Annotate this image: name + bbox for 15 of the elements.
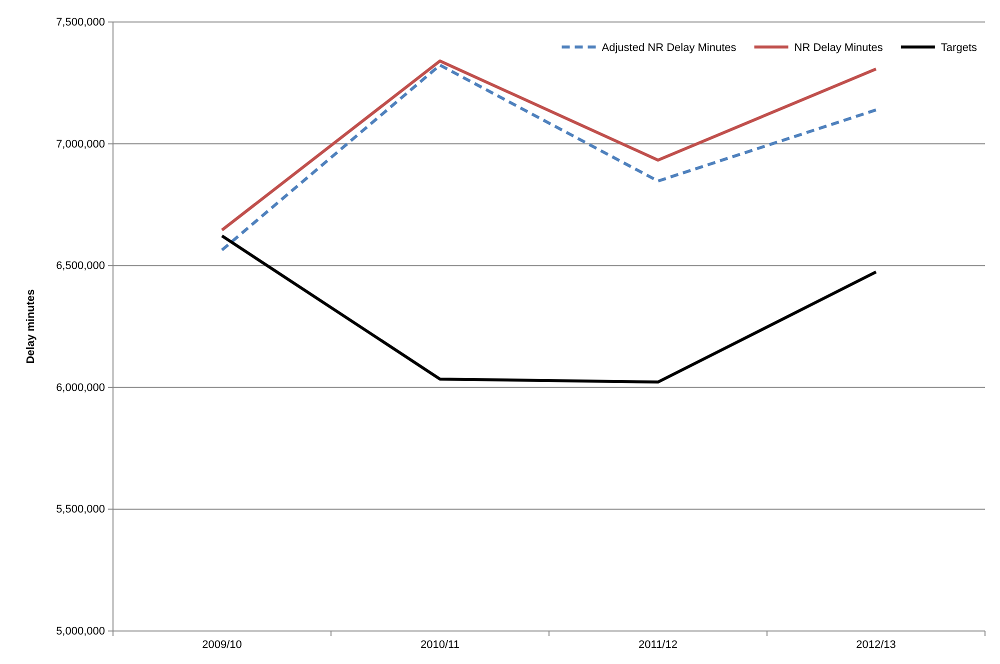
y-tick-label: 7,500,000: [56, 16, 105, 29]
x-tick-label: 2011/12: [638, 638, 678, 651]
y-tick-label: 5,500,000: [56, 504, 105, 516]
legend-label: NR Delay Minutes: [794, 42, 884, 54]
x-tick-label: 2012/13: [856, 638, 896, 651]
y-tick-label: 6,000,000: [56, 382, 105, 394]
x-tick-label: 2009/10: [202, 638, 242, 651]
legend-label: Adjusted NR Delay Minutes: [602, 42, 737, 54]
line-series: [220, 234, 878, 384]
x-tick-label: 2010/11: [420, 638, 460, 651]
y-axis-title: Delay minutes: [25, 289, 37, 364]
y-tick-label: 5,000,000: [56, 626, 105, 638]
legend-label: Targets: [940, 42, 978, 54]
y-tick-label: 7,000,000: [56, 138, 105, 150]
y-tick-label: 6,500,000: [56, 260, 105, 272]
